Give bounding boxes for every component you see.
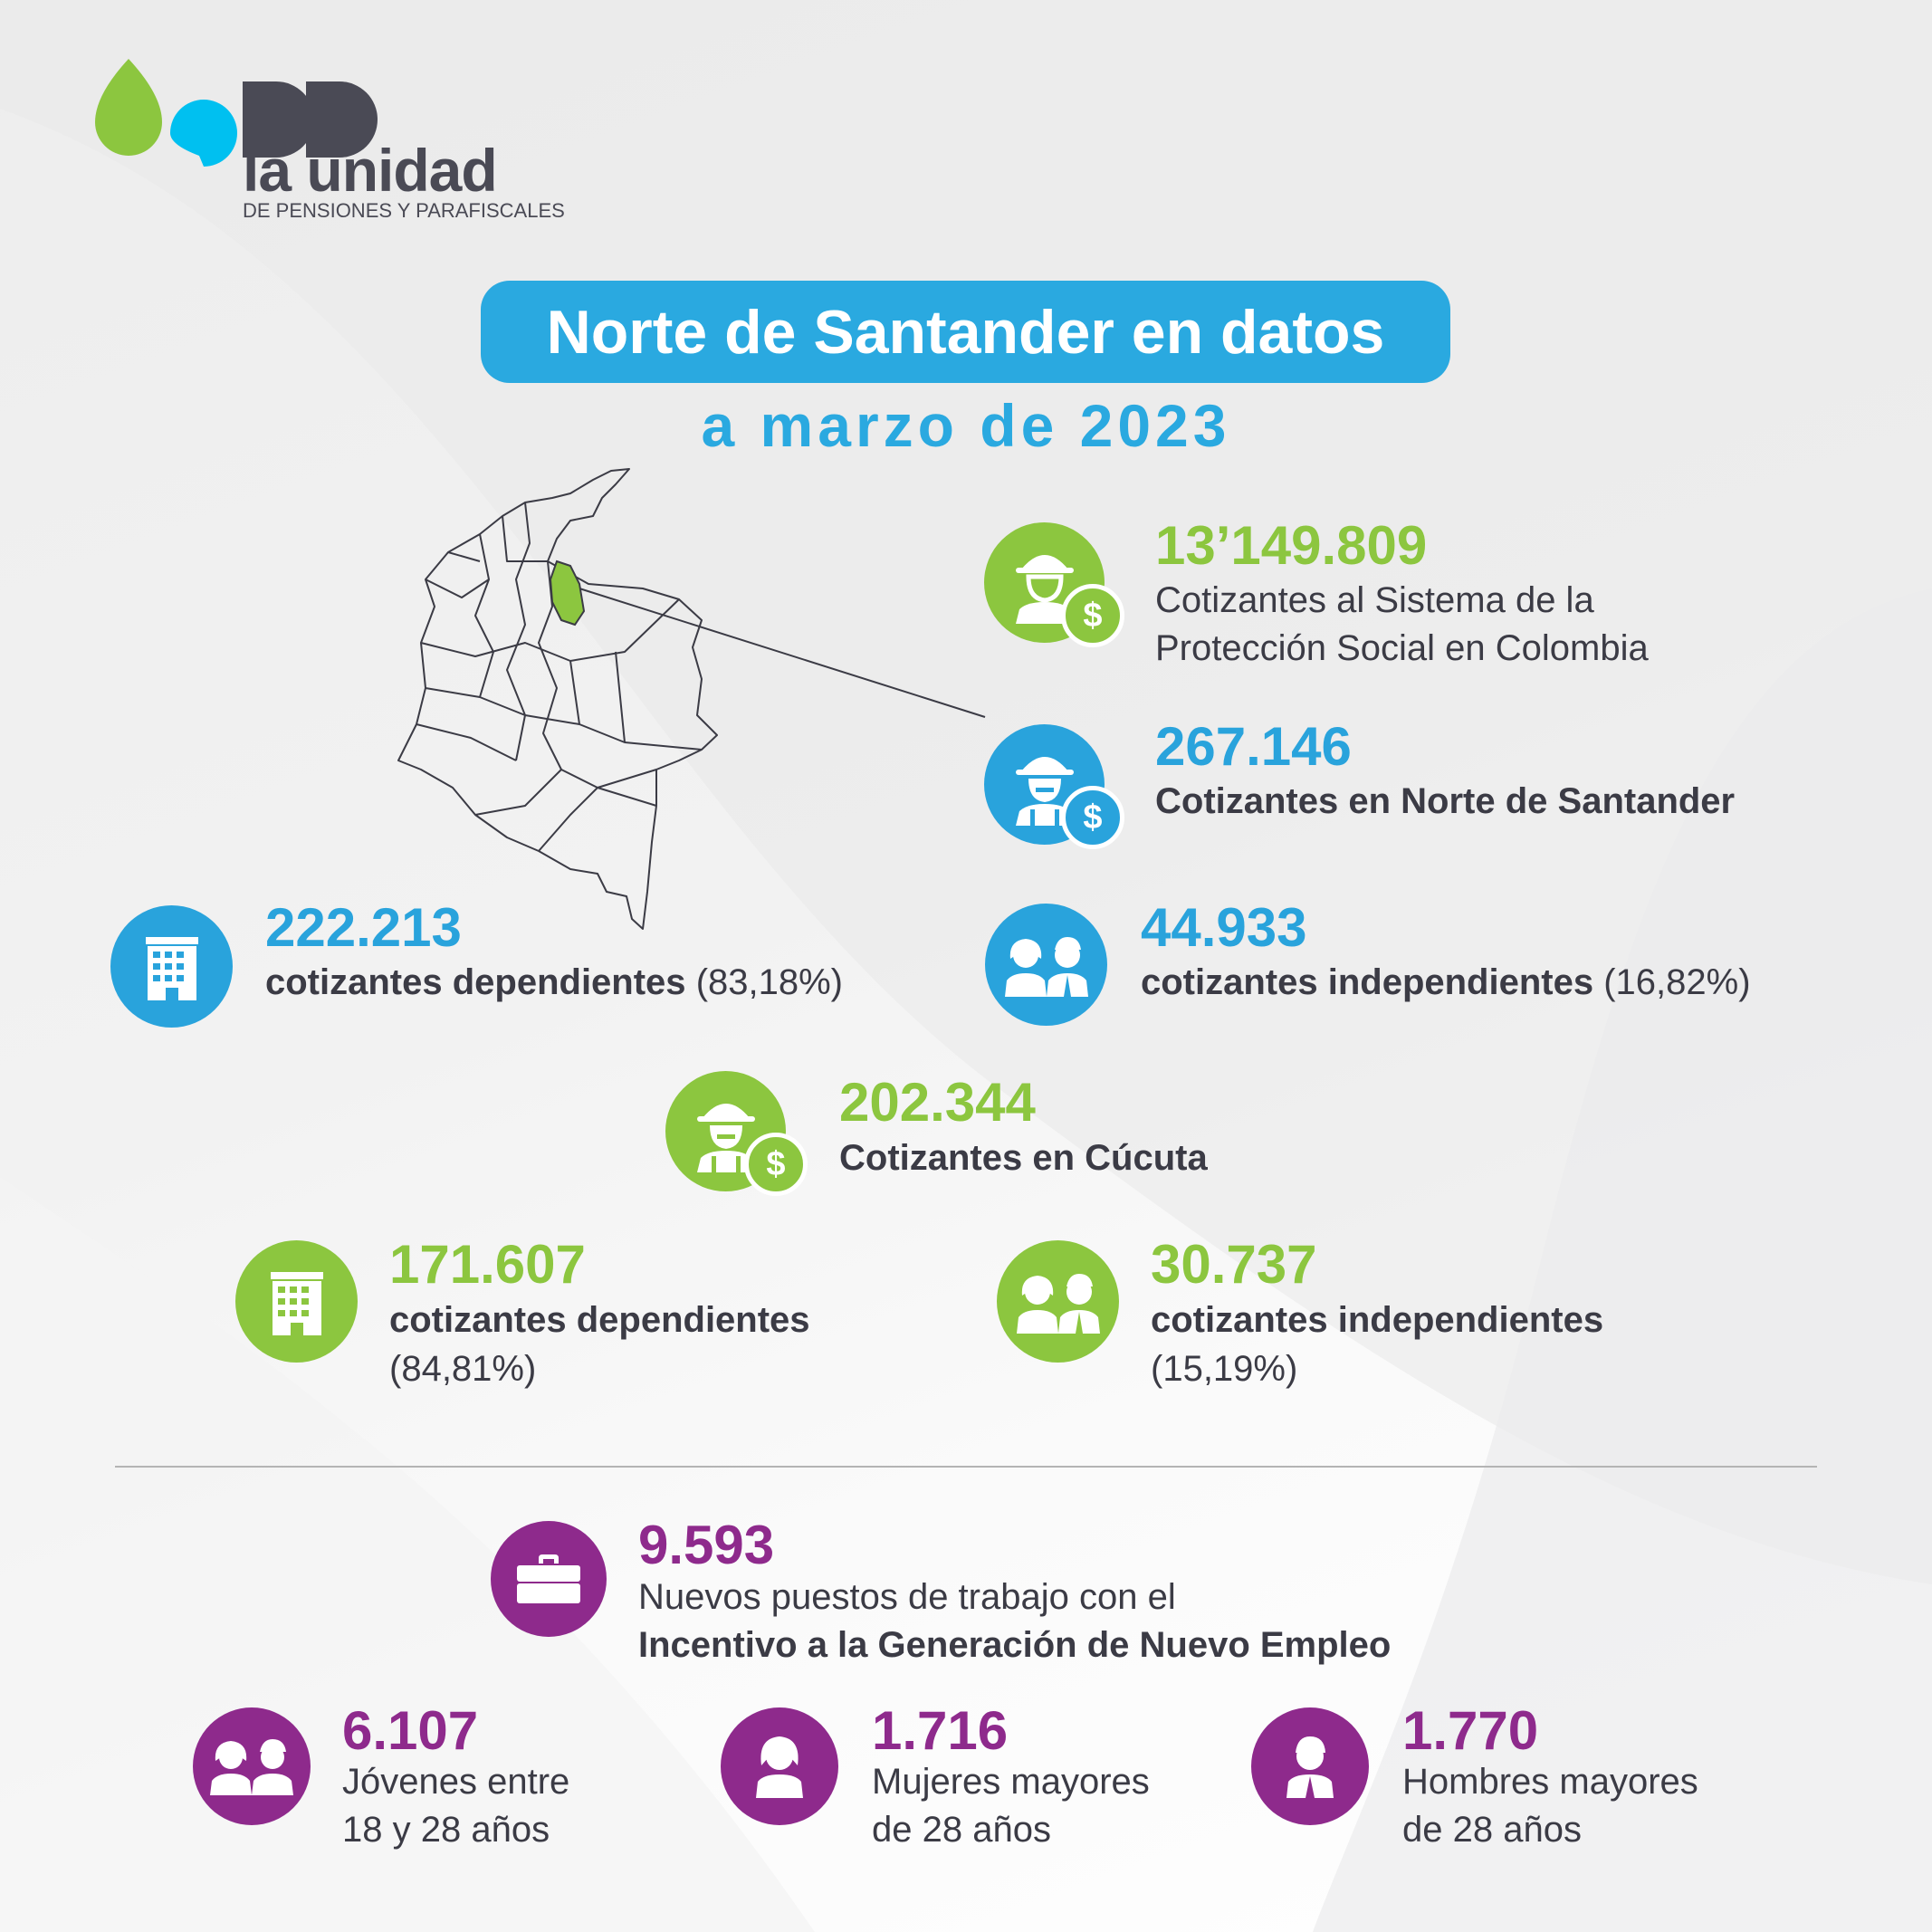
group-women-value: 1.716 <box>872 1700 1009 1761</box>
group-women-line1: Mujeres mayores <box>872 1762 1150 1802</box>
page-subtitle: a marzo de 2023 <box>701 392 1231 459</box>
title-banner: Norte de Santander en datos <box>481 281 1450 383</box>
employment-value: 9.593 <box>638 1515 775 1575</box>
dollar-badge-icon: $ <box>744 1133 808 1196</box>
group-men-line1: Hombres mayores <box>1402 1762 1698 1802</box>
section-divider <box>115 1466 1817 1468</box>
group-men-value: 1.770 <box>1402 1700 1539 1761</box>
department-independent-value: 44.933 <box>1141 897 1307 958</box>
cucuta-value: 202.344 <box>839 1072 1036 1133</box>
group-women-line2: de 28 años <box>872 1810 1051 1850</box>
page-title: Norte de Santander en datos <box>546 297 1385 367</box>
cucuta-dependent-pct: (84,81%) <box>389 1349 537 1389</box>
men-icon-circle <box>1251 1707 1369 1825</box>
logo-dark-shape-2 <box>306 81 378 158</box>
department-dependent-value: 222.213 <box>265 897 462 958</box>
group-men-line2: de 28 años <box>1402 1810 1582 1850</box>
cucuta-dependent-icon-circle <box>235 1240 358 1363</box>
department-independent-icon-circle <box>985 904 1107 1026</box>
national-value: 13’149.809 <box>1155 515 1428 576</box>
department-independent-label: cotizantes independientes (16,82%) <box>1141 962 1751 1002</box>
department-dependent-icon-circle <box>110 905 233 1028</box>
national-label-1: Cotizantes al Sistema de la <box>1155 580 1594 620</box>
people-icon <box>1004 936 1088 997</box>
building-icon <box>145 936 198 1000</box>
worker-man-icon <box>696 1103 755 1172</box>
cucuta-independent-label: cotizantes independientes <box>1151 1300 1604 1340</box>
cucuta-dependent-label: cotizantes dependientes <box>389 1300 810 1340</box>
logo <box>95 59 378 167</box>
cucuta-independent-icon-circle <box>997 1240 1119 1363</box>
woman-icon <box>756 1736 803 1798</box>
national-label-2: Protección Social en Colombia <box>1155 628 1649 668</box>
group-youth-line2: 18 y 28 años <box>342 1810 550 1850</box>
logo-wordmark: la unidad <box>243 137 498 204</box>
logo-green-drop <box>95 59 162 156</box>
cucuta-independent-value: 30.737 <box>1151 1234 1317 1295</box>
colombia-outline <box>397 468 718 930</box>
youth-icon-circle <box>193 1707 311 1825</box>
group-youth-value: 6.107 <box>342 1700 479 1761</box>
women-icon-circle <box>721 1707 838 1825</box>
people-icon <box>1016 1273 1100 1334</box>
norte-de-santander-highlight <box>549 560 586 626</box>
logo-tagline: DE PENSIONES Y PARAFISCALES <box>243 199 565 222</box>
building-icon <box>270 1271 323 1335</box>
logo-cyan-drop <box>170 100 237 167</box>
dollar-badge-icon: $ <box>1061 786 1124 849</box>
employment-icon-circle <box>491 1521 607 1637</box>
department-value: 267.146 <box>1155 716 1352 777</box>
colombia-map <box>397 468 718 930</box>
cucuta-dependent-value: 171.607 <box>389 1234 586 1295</box>
worker-man-icon <box>1015 756 1074 826</box>
group-youth-line1: Jóvenes entre <box>342 1762 570 1802</box>
department-label: Cotizantes en Norte de Santander <box>1155 781 1736 821</box>
logo-dark-shape-1 <box>243 81 314 158</box>
cucuta-icon-circle <box>665 1071 786 1191</box>
worker-woman-icon <box>1015 554 1074 624</box>
dollar-badge-icon: $ <box>1061 584 1124 647</box>
department-dependent-label: cotizantes dependientes (83,18%) <box>265 962 843 1002</box>
briefcase-icon <box>517 1554 580 1603</box>
cucuta-independent-pct: (15,19%) <box>1151 1349 1298 1389</box>
man-icon <box>1286 1736 1334 1798</box>
employment-label-1: Nuevos puestos de trabajo con el <box>638 1577 1176 1617</box>
employment-label-2: Incentivo a la Generación de Nuevo Emple… <box>638 1625 1392 1665</box>
cucuta-label: Cotizantes en Cúcuta <box>839 1138 1208 1178</box>
youth-icon <box>210 1739 293 1795</box>
